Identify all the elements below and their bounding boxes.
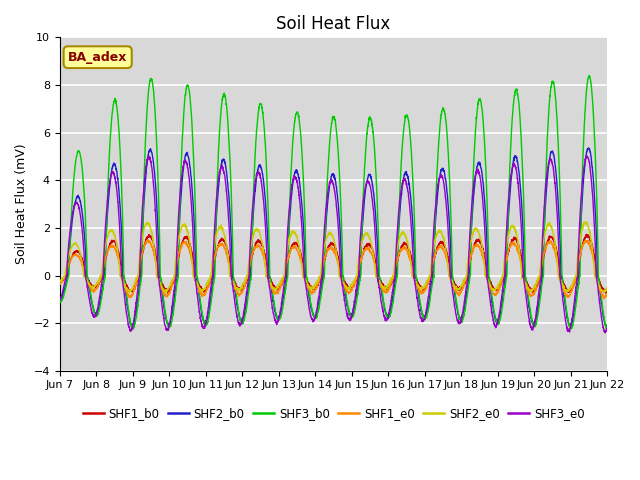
SHF3_b0	[585, 73, 593, 79]
SHF3_b0	[56, 299, 63, 304]
SHF1_e0	[600, 296, 608, 302]
Line: SHF2_e0: SHF2_e0	[60, 222, 607, 293]
SHF1_e0	[266, 280, 274, 286]
SHF1_e0	[151, 253, 159, 259]
SHF1_e0	[56, 281, 63, 287]
SHF2_b0	[534, 307, 541, 313]
SHF3_e0	[593, 276, 600, 282]
SHF1_b0	[593, 274, 601, 279]
Text: BA_adex: BA_adex	[68, 51, 127, 64]
SHF2_e0	[56, 278, 63, 284]
Legend: SHF1_b0, SHF2_b0, SHF3_b0, SHF1_e0, SHF2_e0, SHF3_e0: SHF1_b0, SHF2_b0, SHF3_b0, SHF1_e0, SHF2…	[78, 402, 589, 425]
Line: SHF3_e0: SHF3_e0	[60, 156, 607, 333]
SHF1_e0	[143, 237, 151, 243]
SHF3_e0	[602, 330, 609, 336]
SHF1_e0	[604, 290, 611, 296]
SHF1_e0	[118, 276, 126, 282]
SHF2_e0	[290, 229, 298, 235]
SHF3_b0	[290, 130, 298, 135]
Line: SHF2_b0: SHF2_b0	[60, 148, 607, 327]
SHF2_e0	[604, 284, 611, 290]
SHF3_e0	[290, 175, 298, 180]
SHF2_e0	[593, 278, 601, 284]
SHF2_e0	[118, 277, 126, 283]
SHF2_e0	[125, 290, 132, 296]
SHF3_b0	[604, 326, 611, 332]
SHF2_e0	[266, 280, 274, 286]
SHF3_b0	[151, 103, 159, 109]
SHF3_b0	[534, 313, 541, 319]
SHF1_e0	[534, 280, 541, 286]
SHF3_e0	[151, 198, 159, 204]
SHF2_b0	[585, 145, 593, 151]
Line: SHF1_b0: SHF1_b0	[60, 234, 607, 293]
SHF2_e0	[534, 276, 541, 281]
SHF1_b0	[534, 281, 541, 287]
Line: SHF1_e0: SHF1_e0	[60, 240, 607, 299]
SHF3_b0	[593, 196, 600, 202]
SHF1_e0	[290, 244, 298, 250]
SHF3_b0	[118, 204, 126, 210]
SHF1_b0	[582, 231, 590, 237]
SHF1_b0	[266, 276, 274, 282]
SHF1_b0	[56, 279, 63, 285]
SHF3_e0	[604, 324, 611, 329]
Line: SHF3_b0: SHF3_b0	[60, 76, 607, 330]
Title: Soil Heat Flux: Soil Heat Flux	[276, 15, 390, 33]
SHF1_b0	[290, 241, 298, 247]
SHF2_b0	[118, 247, 126, 252]
SHF1_b0	[604, 287, 611, 292]
SHF3_e0	[266, 286, 274, 291]
SHF3_b0	[266, 273, 274, 279]
SHF2_b0	[603, 324, 611, 330]
SHF2_b0	[290, 178, 298, 183]
SHF3_e0	[118, 277, 126, 283]
SHF2_e0	[151, 252, 159, 258]
SHF2_b0	[56, 297, 63, 303]
SHF3_b0	[603, 327, 611, 333]
SHF2_b0	[593, 243, 600, 249]
SHF1_b0	[118, 273, 126, 279]
Y-axis label: Soil Heat Flux (mV): Soil Heat Flux (mV)	[15, 144, 28, 264]
SHF2_e0	[581, 219, 589, 225]
SHF2_b0	[604, 322, 611, 328]
SHF3_e0	[534, 299, 541, 305]
SHF1_e0	[593, 275, 600, 281]
SHF2_b0	[151, 171, 159, 177]
SHF3_e0	[56, 298, 63, 303]
SHF1_b0	[151, 245, 159, 251]
SHF3_e0	[583, 153, 591, 159]
SHF1_b0	[164, 290, 172, 296]
SHF2_b0	[266, 275, 274, 280]
